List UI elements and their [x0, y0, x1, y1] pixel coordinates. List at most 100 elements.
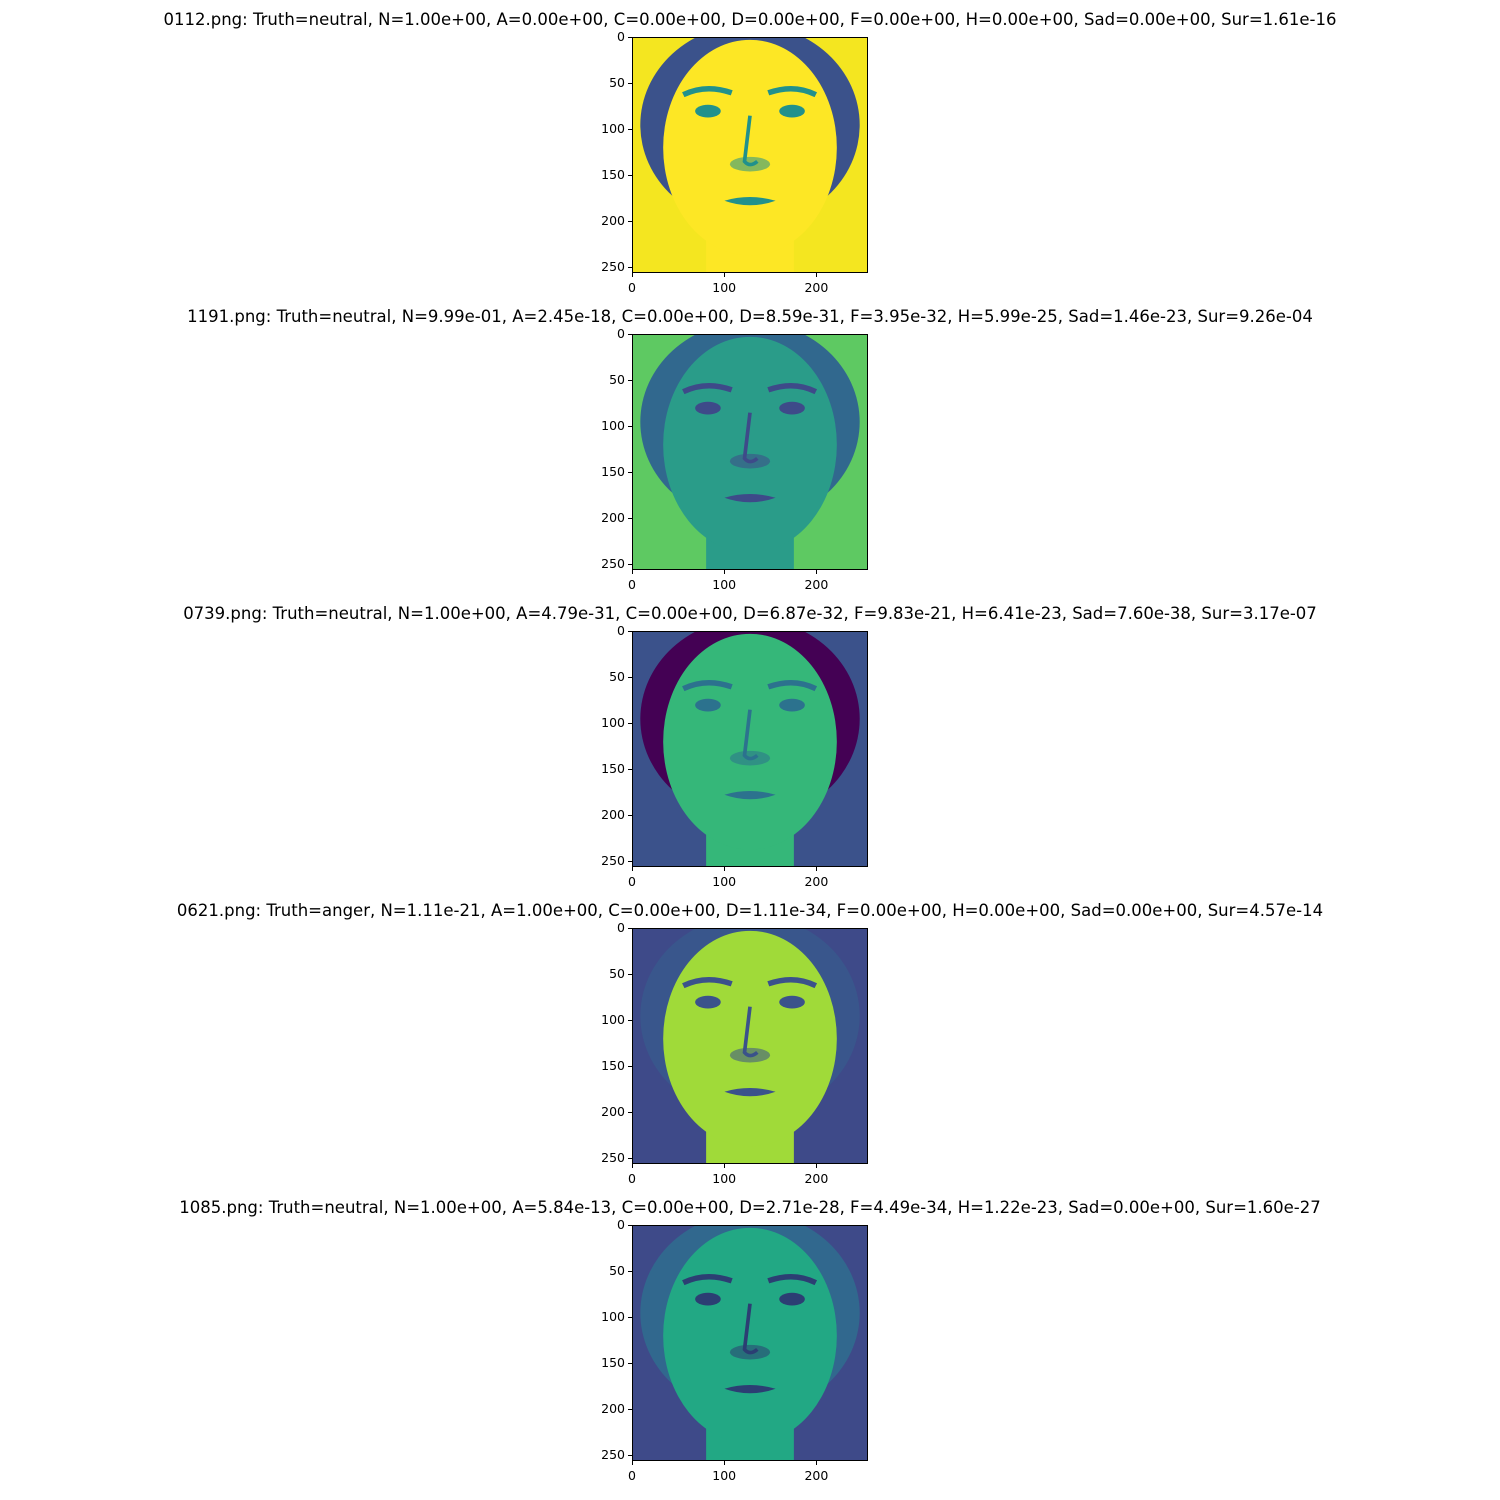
y-tick-label: 0: [617, 623, 625, 638]
y-tick-mark: [628, 1158, 632, 1160]
x-tick-label: 100: [712, 874, 737, 889]
y-tick-label: 0: [617, 920, 625, 935]
x-tick-label: 200: [804, 874, 829, 889]
face-image: [633, 632, 867, 866]
y-tick-label: 200: [601, 1401, 625, 1417]
y-tick-mark: [628, 631, 632, 632]
y-tick-label: 50: [609, 1263, 625, 1279]
y-tick-label: 100: [601, 1012, 625, 1028]
y-tick-mark: [628, 426, 632, 428]
y-tick-mark: [628, 974, 632, 976]
x-tick-label: 200: [804, 1171, 829, 1186]
y-tick-label: 250: [601, 556, 625, 572]
y-tick-mark: [628, 815, 632, 817]
y-tick-label: 250: [601, 1447, 625, 1463]
x-tick-mark: [632, 1461, 633, 1465]
x-tick-mark: [816, 273, 818, 277]
y-tick-label: 50: [609, 669, 625, 685]
y-tick-mark: [628, 129, 632, 131]
panel-title: 1191.png: Truth=neutral, N=9.99e-01, A=2…: [187, 307, 1313, 326]
y-tick-label: 200: [601, 213, 625, 229]
y-tick-mark: [628, 37, 632, 38]
panel-title: 0739.png: Truth=neutral, N=1.00e+00, A=4…: [183, 604, 1317, 623]
x-tick-label: 0: [628, 874, 636, 889]
y-tick-label: 0: [617, 326, 625, 341]
y-tick-label: 100: [601, 715, 625, 731]
y-tick-label: 100: [601, 121, 625, 137]
y-tick-mark: [628, 1409, 632, 1411]
y-tick-mark: [628, 83, 632, 85]
panel-1191: 1191.png: Truth=neutral, N=9.99e-01, A=2…: [0, 297, 1500, 594]
y-tick-label: 50: [609, 966, 625, 982]
x-tick-mark: [632, 867, 633, 871]
x-tick-mark: [816, 1461, 818, 1465]
y-tick-label: 0: [617, 29, 625, 44]
y-tick-label: 250: [601, 853, 625, 869]
x-tick-mark: [632, 570, 633, 574]
y-tick-mark: [628, 1112, 632, 1114]
x-tick-mark: [632, 1164, 633, 1168]
y-tick-mark: [628, 1317, 632, 1319]
y-tick-mark: [628, 769, 632, 771]
y-tick-label: 200: [601, 510, 625, 526]
image-axes: [632, 631, 868, 867]
y-tick-label: 100: [601, 1309, 625, 1325]
x-tick-label: 0: [628, 280, 636, 295]
y-tick-mark: [628, 518, 632, 520]
y-tick-label: 150: [601, 167, 625, 183]
y-tick-mark: [628, 723, 632, 725]
panel-title: 0112.png: Truth=neutral, N=1.00e+00, A=0…: [163, 10, 1337, 29]
panel-0112: 0112.png: Truth=neutral, N=1.00e+00, A=0…: [0, 0, 1500, 297]
y-tick-label: 0: [617, 1217, 625, 1232]
x-tick-mark: [724, 867, 726, 871]
image-axes: [632, 334, 868, 570]
x-tick-label: 200: [804, 280, 829, 295]
panel-title: 1085.png: Truth=neutral, N=1.00e+00, A=5…: [179, 1198, 1321, 1217]
panel-0739: 0739.png: Truth=neutral, N=1.00e+00, A=4…: [0, 594, 1500, 891]
x-tick-mark: [632, 273, 633, 277]
y-tick-mark: [628, 861, 632, 863]
y-tick-mark: [628, 334, 632, 335]
y-tick-mark: [628, 1363, 632, 1365]
x-tick-mark: [816, 1164, 818, 1168]
x-tick-label: 100: [712, 1468, 737, 1483]
x-tick-mark: [724, 1461, 726, 1465]
face-image: [633, 38, 867, 272]
y-tick-mark: [628, 1020, 632, 1022]
face-image: [633, 335, 867, 569]
image-axes: [632, 1225, 868, 1461]
y-tick-mark: [628, 1225, 632, 1226]
x-tick-label: 0: [628, 577, 636, 592]
y-tick-label: 150: [601, 1058, 625, 1074]
y-tick-mark: [628, 380, 632, 382]
x-tick-label: 0: [628, 1171, 636, 1186]
x-tick-label: 100: [712, 577, 737, 592]
image-axes: [632, 928, 868, 1164]
y-tick-label: 100: [601, 418, 625, 434]
x-tick-label: 100: [712, 1171, 737, 1186]
y-tick-mark: [628, 1066, 632, 1068]
x-tick-mark: [816, 867, 818, 871]
y-tick-mark: [628, 677, 632, 679]
x-tick-mark: [724, 570, 726, 574]
panel-1085: 1085.png: Truth=neutral, N=1.00e+00, A=5…: [0, 1188, 1500, 1485]
y-tick-label: 150: [601, 761, 625, 777]
x-tick-label: 200: [804, 577, 829, 592]
y-tick-label: 250: [601, 259, 625, 275]
x-tick-mark: [724, 273, 726, 277]
panel-0621: 0621.png: Truth=anger, N=1.11e-21, A=1.0…: [0, 891, 1500, 1188]
face-image: [633, 1226, 867, 1460]
panel-title: 0621.png: Truth=anger, N=1.11e-21, A=1.0…: [176, 901, 1324, 920]
y-tick-label: 50: [609, 372, 625, 388]
y-tick-mark: [628, 1271, 632, 1273]
y-tick-label: 200: [601, 1104, 625, 1120]
x-tick-mark: [816, 570, 818, 574]
face-image: [633, 929, 867, 1163]
y-tick-mark: [628, 1455, 632, 1457]
image-axes: [632, 37, 868, 273]
y-tick-mark: [628, 472, 632, 474]
y-tick-label: 200: [601, 807, 625, 823]
y-tick-label: 50: [609, 75, 625, 91]
x-tick-label: 0: [628, 1468, 636, 1483]
